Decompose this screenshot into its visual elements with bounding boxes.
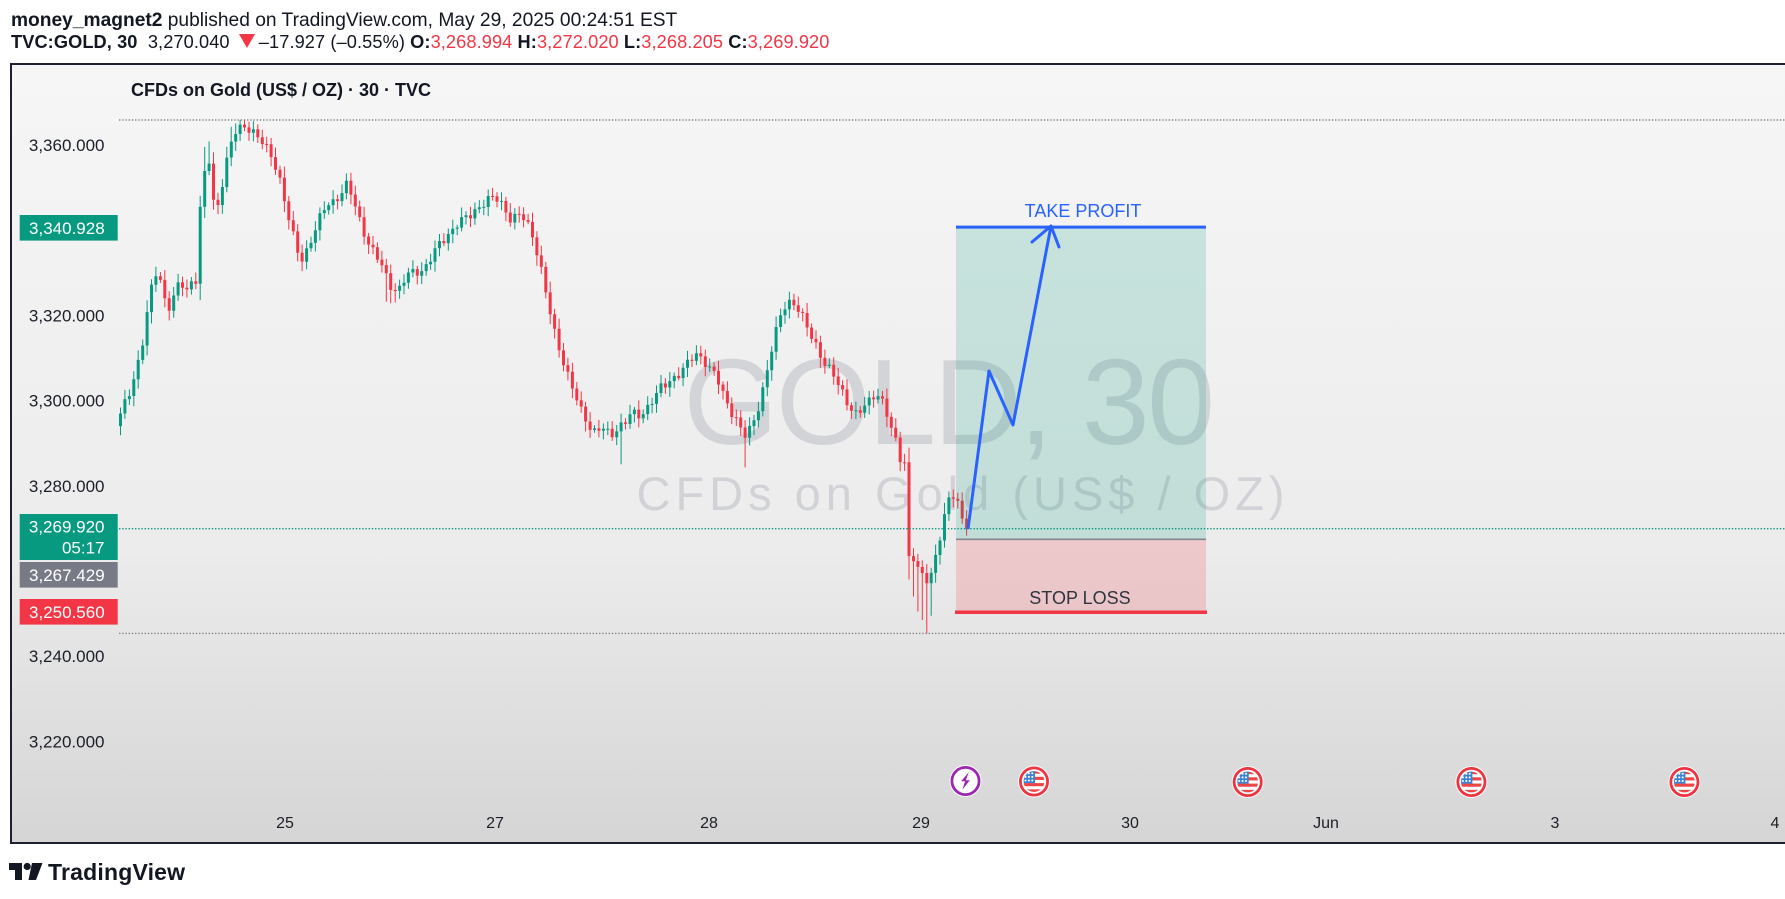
svg-text:CFDs on Gold (US$ / OZ) · 30 ·: CFDs on Gold (US$ / OZ) · 30 · TVC — [131, 80, 431, 100]
svg-text:TAKE PROFIT: TAKE PROFIT — [1025, 201, 1142, 221]
svg-text:3,320.000: 3,320.000 — [29, 306, 105, 325]
svg-text:3,280.000: 3,280.000 — [29, 477, 105, 496]
svg-text:05:17: 05:17 — [62, 539, 105, 558]
svg-text:4: 4 — [1771, 815, 1780, 832]
svg-text:3,269.920: 3,269.920 — [29, 518, 105, 537]
svg-text:Jun: Jun — [1313, 815, 1339, 832]
svg-text:3,240.000: 3,240.000 — [29, 647, 105, 666]
svg-text:CFDs on Gold (US$ / OZ): CFDs on Gold (US$ / OZ) — [637, 467, 1290, 520]
svg-text:28: 28 — [700, 815, 718, 832]
svg-text:3,360.000: 3,360.000 — [29, 136, 105, 155]
svg-text:29: 29 — [912, 815, 930, 832]
svg-text:3,220.000: 3,220.000 — [29, 733, 105, 752]
svg-text:3,250.560: 3,250.560 — [29, 603, 105, 622]
svg-text:TradingView: TradingView — [48, 859, 185, 885]
svg-text:3,300.000: 3,300.000 — [29, 392, 105, 411]
svg-text:30: 30 — [1121, 815, 1139, 832]
svg-text:STOP LOSS: STOP LOSS — [1029, 588, 1130, 608]
svg-text:3,267.429: 3,267.429 — [29, 566, 105, 585]
svg-text:3,340.928: 3,340.928 — [29, 219, 105, 238]
svg-text:25: 25 — [276, 815, 294, 832]
svg-text:27: 27 — [486, 815, 504, 832]
svg-text:3: 3 — [1551, 815, 1560, 832]
